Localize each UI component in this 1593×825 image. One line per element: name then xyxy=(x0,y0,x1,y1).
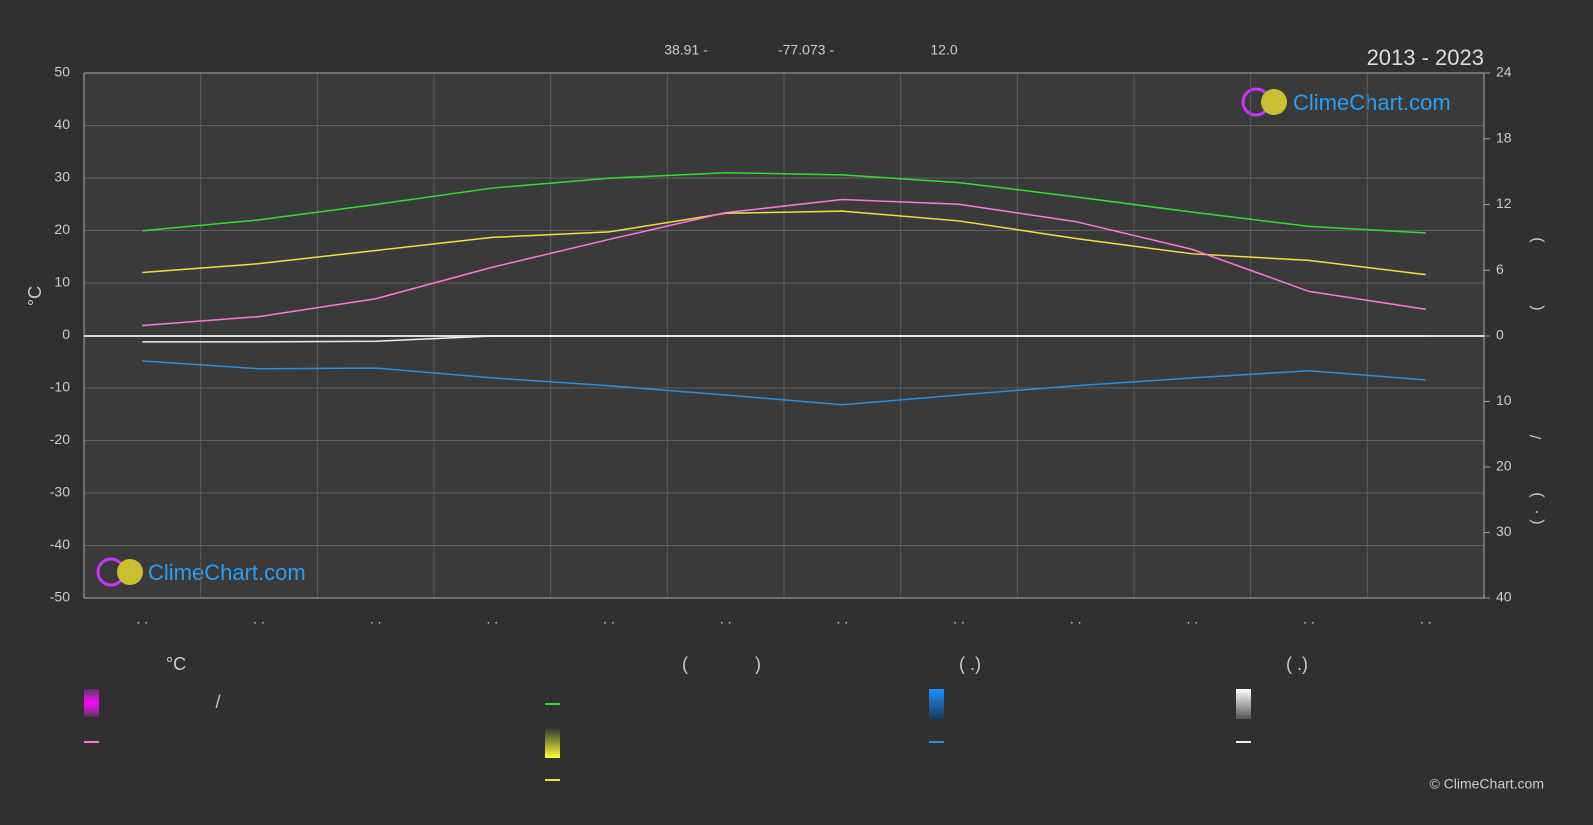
legend-swatch xyxy=(84,689,99,717)
series-line xyxy=(142,198,1426,327)
y-axis-label: °C xyxy=(25,286,45,306)
x-tick-label: . . xyxy=(253,611,265,627)
logo-text: ClimeChart.com xyxy=(1293,90,1451,115)
y-tick-label: 30 xyxy=(54,169,70,185)
y-tick-label: 40 xyxy=(54,116,70,132)
y-tick-label: -10 xyxy=(50,379,70,395)
y2-tick-label: 24 xyxy=(1496,64,1512,80)
y-tick-label: 50 xyxy=(54,64,70,80)
header-text: 12.0 xyxy=(930,42,957,58)
legend-note: / xyxy=(215,692,220,712)
y-tick-label: 10 xyxy=(54,274,70,290)
y3-tick-label: 30 xyxy=(1496,523,1512,539)
y2-axis-label: ( xyxy=(1528,519,1545,525)
y2-axis-label: · xyxy=(1528,509,1545,514)
logo-text: ClimeChart.com xyxy=(148,560,306,585)
chart-title: 2013 - 2023 xyxy=(1367,45,1484,70)
copyright: © ClimeChart.com xyxy=(1429,776,1544,792)
series-line xyxy=(142,360,1426,406)
y2-tick-label: 12 xyxy=(1496,195,1512,211)
legend-swatch xyxy=(929,689,944,719)
legend-header: ) xyxy=(755,654,761,674)
x-tick-label: . . xyxy=(1186,611,1198,627)
y2-axis-label: / xyxy=(1528,434,1545,439)
x-tick-label: . . xyxy=(1070,611,1082,627)
y2-axis-label: ( xyxy=(1528,305,1545,311)
series-line xyxy=(142,210,1426,276)
x-tick-label: . . xyxy=(1303,611,1315,627)
series-line xyxy=(142,171,1426,234)
y-tick-label: -30 xyxy=(50,484,70,500)
y2-axis-label: ) xyxy=(1528,492,1545,497)
x-tick-label: . . xyxy=(1420,611,1432,627)
legend-header: ( .) xyxy=(959,654,981,674)
y-tick-label: -40 xyxy=(50,536,70,552)
x-tick-label: . . xyxy=(953,611,965,627)
y2-tick-label: 0 xyxy=(1496,327,1504,343)
y-tick-label: -50 xyxy=(50,589,70,605)
header-text: 38.91 - xyxy=(664,42,708,58)
x-tick-label: . . xyxy=(486,611,498,627)
x-tick-label: . . xyxy=(136,611,148,627)
logo-icon xyxy=(117,559,143,585)
legend-header: ( xyxy=(682,654,688,674)
x-tick-label: . . xyxy=(836,611,848,627)
y2-axis-label: ) xyxy=(1528,237,1545,242)
series-line xyxy=(142,335,1426,343)
logo-icon xyxy=(1261,89,1287,115)
y3-tick-label: 10 xyxy=(1496,392,1512,408)
x-tick-label: . . xyxy=(370,611,382,627)
legend-swatch xyxy=(545,728,560,758)
x-tick-label: . . xyxy=(720,611,732,627)
y-tick-label: -20 xyxy=(50,431,70,447)
legend-header: °C xyxy=(166,654,186,674)
y3-tick-label: 40 xyxy=(1496,589,1512,605)
y2-tick-label: 18 xyxy=(1496,129,1512,145)
legend-swatch xyxy=(1236,689,1251,719)
x-tick-label: . . xyxy=(603,611,615,627)
y3-tick-label: 20 xyxy=(1496,458,1512,474)
y-tick-label: 20 xyxy=(54,221,70,237)
y-tick-label: 0 xyxy=(62,326,70,342)
header-text: -77.073 - xyxy=(778,42,834,58)
legend-header: ( .) xyxy=(1286,654,1308,674)
y2-tick-label: 6 xyxy=(1496,261,1504,277)
